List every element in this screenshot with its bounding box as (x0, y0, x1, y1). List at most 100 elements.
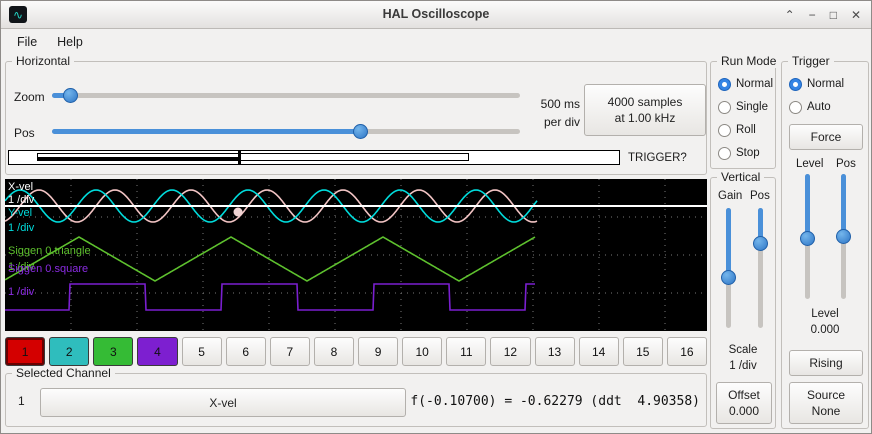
trigger-level-fill (805, 174, 810, 239)
channel-button-5[interactable]: 5 (181, 337, 222, 366)
channel-button-16[interactable]: 16 (666, 337, 707, 366)
trigger-edge-button[interactable]: Rising (789, 350, 863, 376)
gain-slider-knob[interactable] (721, 269, 736, 285)
pos-slider-knob[interactable] (352, 124, 368, 139)
gain-label: Gain (718, 190, 743, 202)
vertical-pos-slider-knob[interactable] (753, 236, 768, 251)
channel4-name-label: Siggen 0.square (8, 263, 89, 275)
channel-button-10[interactable]: 10 (402, 337, 443, 366)
rate-line1: 500 ms (540, 97, 580, 111)
record-trigger-marker[interactable] (238, 150, 241, 165)
record-position-bar (8, 150, 620, 165)
offset-label: Offset (728, 387, 760, 402)
minimize-icon[interactable]: − (808, 8, 816, 22)
channel-button-8[interactable]: 8 (313, 337, 354, 366)
trigger-level-value: 0.000 (810, 324, 840, 336)
pos-slider-fill (52, 129, 361, 134)
trigger-source-value: None (811, 404, 841, 418)
trigger-normal-label: Normal (807, 78, 845, 90)
runmode-option-stop[interactable]: Stop (718, 145, 760, 161)
radio-selected-icon (789, 77, 802, 91)
samples-line2: at 1.00 kHz (614, 111, 676, 125)
channel-button-7[interactable]: 7 (269, 337, 310, 366)
rate-readout: 500 ms per div (514, 95, 580, 131)
channel-button-11[interactable]: 11 (446, 337, 487, 366)
pos-label: Pos (14, 126, 35, 140)
zoom-slider-groove (52, 93, 520, 98)
channel-button-4[interactable]: 4 (137, 337, 178, 366)
offset-button[interactable]: Offset 0.000 (716, 382, 772, 424)
scale-value: 1 /div (729, 360, 757, 372)
radio-icon (718, 100, 731, 114)
trigger-level-knob[interactable] (800, 231, 815, 246)
radio-icon (718, 146, 731, 160)
trigger-group: Trigger Normal Auto Force Level Pos Leve… (781, 54, 869, 429)
record-data-extent (37, 157, 239, 160)
zoom-slider[interactable] (52, 86, 520, 104)
selected-channel-index: 1 (18, 394, 25, 408)
channel-name-button[interactable]: X-vel (40, 388, 406, 417)
samples-line1: 4000 samples (607, 94, 683, 109)
radio-icon (718, 123, 731, 137)
scale-caption: Scale (728, 344, 758, 356)
channel-button-1[interactable]: 1 (5, 337, 46, 366)
scope-canvas (5, 179, 707, 331)
trigger-level-label: Level (796, 158, 824, 170)
channel2-scale-label: 1 /div (8, 222, 35, 234)
vertical-title: Vertical (717, 170, 765, 184)
run-mode-title: Run Mode (717, 54, 781, 68)
vertical-pos-slider[interactable] (751, 208, 769, 328)
horizontal-group-title: Horizontal (12, 54, 75, 68)
zoom-slider-knob[interactable] (62, 88, 78, 103)
channel4-scale-label: 1 /div (8, 286, 35, 298)
runmode-option-roll[interactable]: Roll (718, 122, 756, 138)
channel-button-2[interactable]: 2 (49, 337, 90, 366)
zoom-slider-fill (52, 93, 71, 98)
channel-button-3[interactable]: 3 (93, 337, 134, 366)
channel-button-9[interactable]: 9 (358, 337, 399, 366)
radio-icon (789, 100, 802, 114)
pos-slider[interactable] (52, 122, 520, 140)
channel1-name-label: X-vel (8, 181, 34, 193)
channel-button-13[interactable]: 13 (534, 337, 575, 366)
trigger-pos-knob[interactable] (836, 228, 851, 244)
trigger-source-button[interactable]: Source None (789, 382, 863, 424)
gain-slider[interactable] (719, 208, 737, 328)
samples-button[interactable]: 4000 samples at 1.00 kHz (584, 84, 706, 136)
window-title: HAL Oscilloscope (382, 7, 490, 21)
channel-button-12[interactable]: 12 (490, 337, 531, 366)
horizontal-group: Horizontal Zoom 500 ms per div 4000 samp… (5, 54, 707, 175)
trigger-option-auto[interactable]: Auto (789, 99, 831, 115)
runmode-option-normal[interactable]: Normal (718, 76, 773, 92)
channel-button-6[interactable]: 6 (225, 337, 266, 366)
close-icon[interactable]: ✕ (850, 8, 861, 22)
channel2-name-label: Y-vel (8, 207, 33, 219)
trigger-level-slider[interactable] (798, 174, 816, 299)
runmode-stop-label: Stop (736, 147, 760, 159)
vertical-pos-slider-groove (758, 208, 763, 328)
channel-button-14[interactable]: 14 (578, 337, 619, 366)
scope-display: X-vel 1 /div Y-vel 1 /div Siggen 0.trian… (5, 179, 707, 331)
force-button[interactable]: Force (789, 124, 863, 150)
runmode-single-label: Single (736, 101, 768, 113)
radio-selected-icon (718, 77, 731, 91)
selected-channel-title: Selected Channel (12, 366, 115, 380)
channel3-scale-label: 1 /div (8, 261, 35, 273)
channel-button-15[interactable]: 15 (622, 337, 663, 366)
runmode-roll-label: Roll (736, 124, 756, 136)
vertical-pos-slider-fill (758, 208, 763, 244)
runmode-option-single[interactable]: Single (718, 99, 768, 115)
trigger-pos-slider[interactable] (834, 174, 852, 299)
app-icon: ∿ (9, 6, 27, 23)
shade-icon[interactable]: ⌃ (784, 8, 795, 22)
channel1-scale-label: 1 /div (8, 194, 35, 206)
menu-help[interactable]: Help (57, 35, 83, 49)
menu-file[interactable]: File (17, 35, 38, 49)
trigger-auto-label: Auto (807, 101, 831, 113)
rate-line2: per div (543, 115, 580, 129)
channel-value-readout: f(-0.10700) = -0.62279 (ddt 4.90358) (410, 394, 700, 409)
trigger-hint-label: TRIGGER? (628, 152, 687, 164)
maximize-icon[interactable]: □ (829, 8, 837, 22)
trigger-option-normal[interactable]: Normal (789, 76, 844, 92)
